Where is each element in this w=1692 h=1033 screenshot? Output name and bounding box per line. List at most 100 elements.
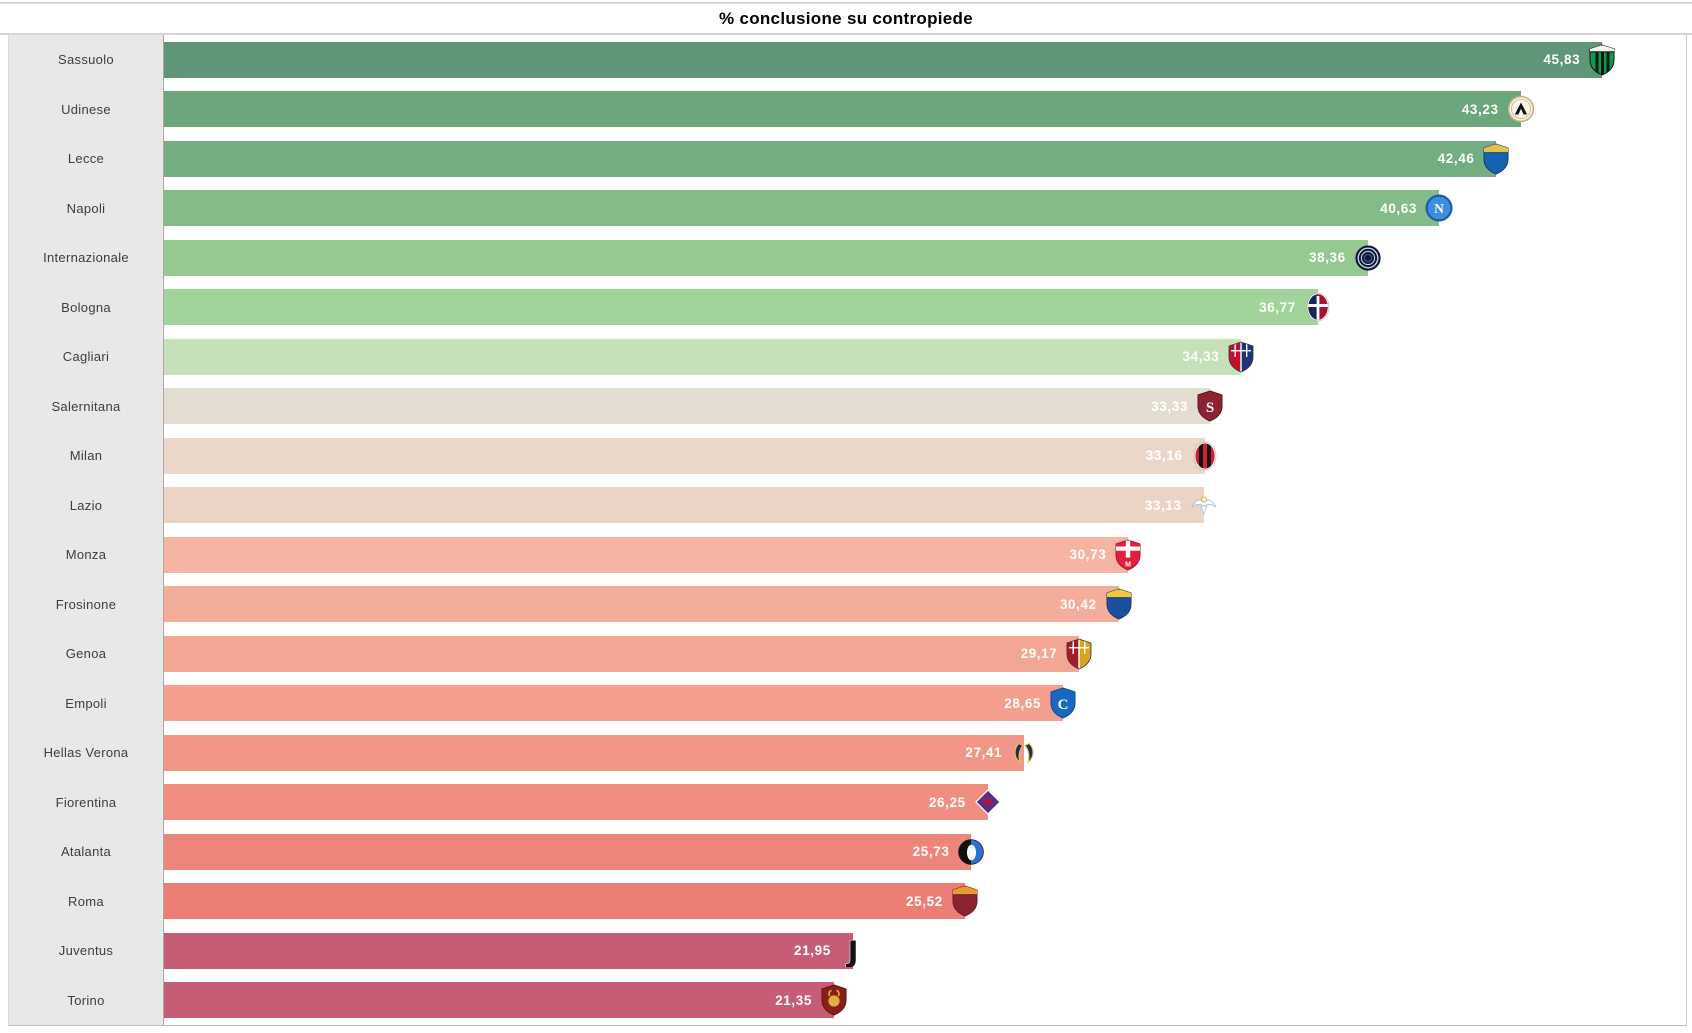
frosinone-bar: 30,42 (164, 586, 1132, 623)
salernitana-crest-icon: S (1196, 390, 1224, 422)
value-label: 33,33 (1151, 398, 1188, 414)
chart-row: 33,13 (164, 481, 1686, 531)
monza-bar: 30,73 M (164, 536, 1141, 573)
team-labels-panel: Sassuolo Udinese Lecce Napoli Internazionale… (9, 35, 164, 1025)
svg-text:N: N (1434, 201, 1444, 216)
team-label: Bologna (61, 299, 111, 315)
fiorentina-bar: 26,25 (164, 784, 1001, 821)
value-label: 27,41 (965, 745, 1003, 761)
team-label: Genoa (65, 646, 107, 662)
monza-crest-icon: M (1114, 539, 1142, 571)
team-label: Milan (69, 448, 103, 464)
chart-row: 25,52 (164, 877, 1686, 927)
internazionale-bar: 38,36 (164, 239, 1381, 276)
milan-crest-icon (1191, 440, 1219, 472)
bologna-bar: 36,77 (164, 289, 1330, 326)
value-label: 21,95 (794, 943, 831, 959)
torino-bar: 21,35 (164, 982, 847, 1019)
value-label: 25,73 (912, 844, 950, 860)
value-label: 40,63 (1380, 200, 1418, 216)
cagliari-bar: 34,33 (164, 338, 1254, 375)
chart-row: 40,63 N (164, 184, 1686, 234)
value-label: 33,16 (1145, 448, 1183, 464)
plot-area: 45,83 43,23 42,46 40,63 N 38,36 36,77 34,33 33,3… (164, 35, 1686, 1025)
roma-bar: 25,52 (164, 883, 978, 920)
team-label: Juventus (58, 943, 114, 959)
napoli-crest-icon: N (1425, 192, 1453, 224)
juventus-bar: 21,95 J (164, 932, 859, 969)
torino-crest-icon (820, 984, 848, 1016)
team-label: Roma (68, 893, 104, 909)
team-label: Atalanta (60, 844, 112, 860)
genoa-bar: 29,17 (164, 635, 1092, 672)
team-label: Napoli (66, 200, 106, 216)
lazio-crest-icon (1190, 489, 1218, 521)
team-label: Monza (65, 547, 107, 563)
value-label: 30,73 (1069, 547, 1107, 563)
value-label: 36,77 (1259, 299, 1296, 315)
team-label: Udinese (61, 101, 111, 117)
internazionale-crest-icon (1354, 242, 1382, 274)
frosinone-crest-icon (1105, 588, 1133, 620)
team-label: Hellas Verona (43, 745, 129, 761)
napoli-bar: 40,63 N (164, 190, 1453, 227)
team-label: Salernitana (51, 398, 121, 414)
chart-row: 38,36 (164, 233, 1686, 283)
juventus-crest-icon: J (839, 935, 867, 967)
team-label: Lecce (67, 151, 105, 167)
chart-row: 25,73 (164, 827, 1686, 877)
lecce-crest-icon (1482, 143, 1510, 175)
chart-row: 21,35 (164, 976, 1686, 1026)
sassuolo-crest-icon (1588, 44, 1616, 76)
milan-bar: 33,16 (164, 437, 1216, 474)
chart-header: % conclusione su contropiede (0, 4, 1692, 35)
hellas-verona-crest-icon (1010, 737, 1038, 769)
svg-text:C: C (1058, 697, 1069, 713)
hellas-verona-bar: 27,41 (164, 734, 1034, 771)
chart-row: 36,77 (164, 283, 1686, 333)
chart-row: 30,73 M (164, 530, 1686, 580)
chart-row: 28,65 C (164, 679, 1686, 729)
chart-row: 27,41 (164, 728, 1686, 778)
chart-frame: Sassuolo Udinese Lecce Napoli Internazionale… (8, 35, 1687, 1026)
team-label: Lazio (69, 497, 103, 513)
value-label: 30,42 (1059, 596, 1097, 612)
empoli-crest-icon: C (1049, 687, 1077, 719)
atalanta-bar: 25,73 (164, 833, 985, 870)
sassuolo-bar: 45,83 (164, 41, 1615, 78)
svg-text:M: M (1125, 561, 1131, 568)
chart-row: 33,33 S (164, 382, 1686, 432)
team-label: Torino (67, 992, 105, 1008)
chart-row: 30,42 (164, 580, 1686, 630)
svg-text:J: J (845, 935, 858, 967)
svg-text:S: S (1206, 400, 1214, 416)
chart-row: 21,95 J (164, 926, 1686, 976)
chart-row: 45,83 (164, 35, 1686, 85)
udinese-bar: 43,23 (164, 91, 1534, 128)
value-label: 43,23 (1461, 101, 1499, 117)
value-label: 26,25 (928, 794, 966, 810)
value-label: 38,36 (1308, 250, 1346, 266)
roma-crest-icon (951, 885, 979, 917)
value-label: 33,13 (1144, 497, 1182, 513)
lazio-bar: 33,13 (164, 487, 1217, 524)
chart-row: 29,17 (164, 629, 1686, 679)
value-label: 42,46 (1437, 151, 1475, 167)
team-label: Empoli (65, 695, 107, 711)
value-label: 45,83 (1543, 52, 1581, 68)
value-label: 29,17 (1020, 646, 1058, 662)
bologna-crest-icon (1304, 291, 1332, 323)
team-label: Sassuolo (58, 52, 114, 68)
value-label: 28,65 (1004, 695, 1042, 711)
chart-row: 33,16 (164, 431, 1686, 481)
team-label: Frosinone (55, 596, 117, 612)
team-label: Cagliari (62, 349, 110, 365)
value-label: 21,35 (775, 992, 812, 1008)
chart-row: 34,33 (164, 332, 1686, 382)
team-label: Internazionale (43, 250, 129, 266)
fiorentina-crest-icon (974, 786, 1002, 818)
value-label: 34,33 (1182, 349, 1220, 365)
genoa-crest-icon (1065, 638, 1093, 670)
chart-row: 42,46 (164, 134, 1686, 184)
empoli-bar: 28,65 C (164, 685, 1076, 722)
